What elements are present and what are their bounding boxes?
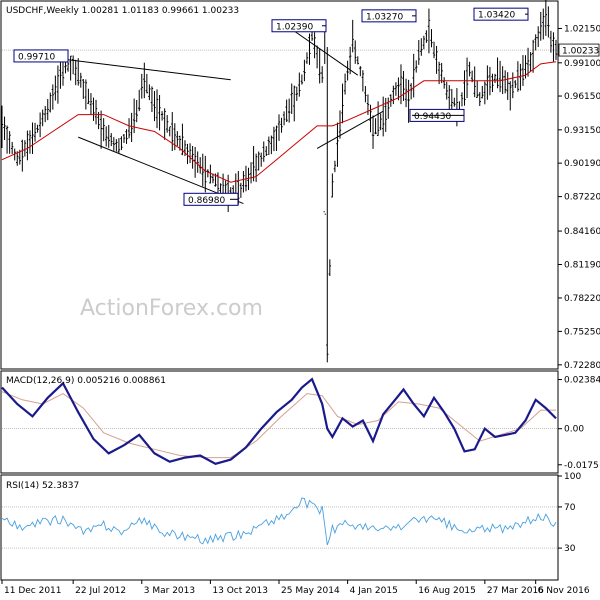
annotation-label: 0.99710 <box>18 52 55 62</box>
price-tick-label: 0.75250 <box>564 327 600 337</box>
rsi-line <box>1 497 557 546</box>
price-tick-label: 0.78220 <box>564 294 600 304</box>
macd-tick-label: 0.00 <box>564 425 584 435</box>
price-chart-title: USDCHF,Weekly 1.00281 1.01183 0.99661 1.… <box>6 6 239 16</box>
trend-line <box>78 136 244 205</box>
annotation-label: 0.86980 <box>188 196 225 206</box>
trend-line <box>37 55 231 81</box>
macd-title: MACD(12,26,9) 0.005216 0.008861 <box>6 376 166 386</box>
price-tick-label: 0.96150 <box>564 92 600 102</box>
x-tick-label: 13 Oct 2013 <box>212 586 268 596</box>
rsi-title: RSI(14) 52.3837 <box>6 481 79 491</box>
x-tick-label: 22 Jul 2012 <box>75 586 126 596</box>
x-tick-label: 25 May 2014 <box>281 586 340 596</box>
macd-tick-label: -0.0175 <box>564 461 599 471</box>
price-tick-label: 0.93150 <box>564 126 600 136</box>
x-tick-label: 4 Jan 2015 <box>350 586 398 596</box>
price-tick-label: 0.99100 <box>564 59 600 69</box>
x-tick-label: 27 Mar 2016 <box>487 586 544 596</box>
price-tick-label: 0.87220 <box>564 193 600 203</box>
x-tick-label: 11 Dec 2011 <box>4 586 62 596</box>
last-price-label: 1.00233 <box>562 47 599 57</box>
moving-average-line <box>1 61 557 183</box>
annotation-label: 1.03270 <box>366 12 403 22</box>
annotation-label: 1.03420 <box>478 11 515 21</box>
macd-pane-frame <box>0 370 559 474</box>
annotation-label: 0.94430 <box>414 112 451 122</box>
rsi-tick-label: 70 <box>564 503 576 513</box>
macd-tick-label: 0.023845 <box>564 376 600 386</box>
price-tick-label: 0.72280 <box>564 361 600 371</box>
price-tick-label: 1.02150 <box>564 24 600 34</box>
watermark: ActionForex.com <box>80 296 263 321</box>
price-pane-frame <box>0 0 559 370</box>
macd-signal-line <box>1 391 556 459</box>
last-price-tag <box>558 43 600 57</box>
annotation-label: 1.02390 <box>276 22 313 32</box>
x-tick-label: 16 Aug 2015 <box>418 586 476 596</box>
rsi-tick-label: 30 <box>564 544 576 554</box>
macd-line <box>1 377 557 465</box>
price-tick-label: 0.90190 <box>564 159 600 169</box>
annotation-box <box>13 49 69 63</box>
trend-line <box>316 110 384 149</box>
x-tick-label: 6 Nov 2016 <box>538 586 590 596</box>
price-tick-label: 0.84160 <box>564 227 600 237</box>
x-tick-label: 3 Mar 2013 <box>144 586 195 596</box>
price-tick-label: 0.81190 <box>564 261 600 271</box>
rsi-tick-label: 100 <box>564 472 581 482</box>
trend-line <box>286 25 359 76</box>
